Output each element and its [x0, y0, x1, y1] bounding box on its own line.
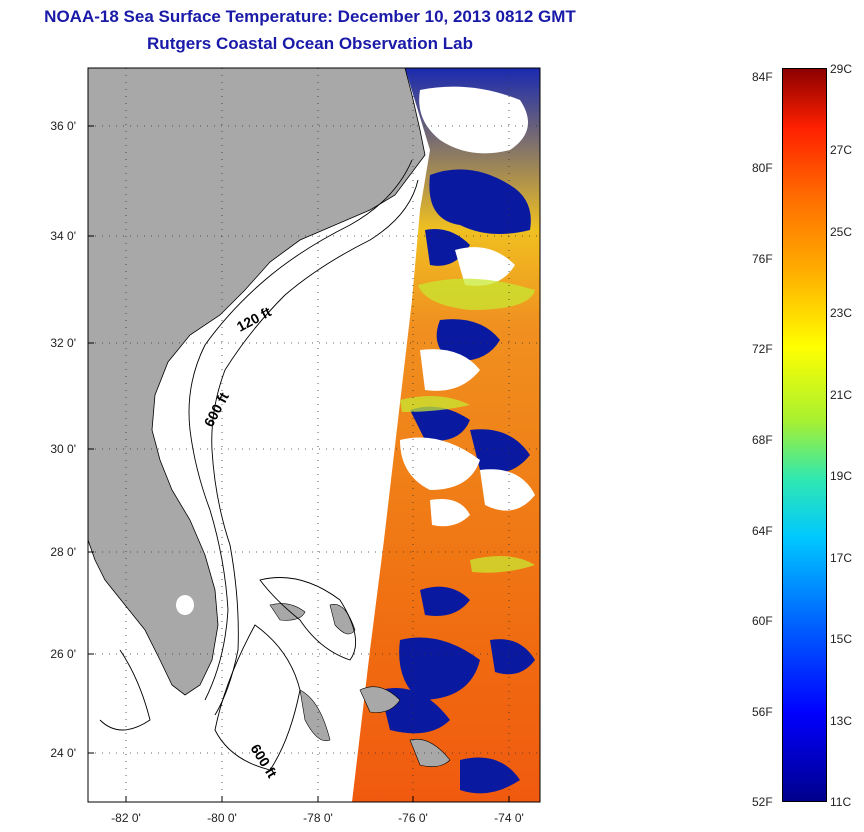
- x-tick-label: -76 0': [398, 811, 428, 825]
- y-tick-label: 30 0': [50, 442, 76, 456]
- colorbar-f-label: 76F: [752, 252, 773, 266]
- colorbar-c-label: 19C: [830, 469, 853, 483]
- colorbar-f-label: 84F: [752, 70, 773, 84]
- cold-water-patches: [380, 169, 535, 794]
- colorbar-f-label: 60F: [752, 614, 773, 628]
- colorbar-f-label: 80F: [752, 161, 773, 175]
- x-tick-label: -82 0': [111, 811, 141, 825]
- cloud-patches: [400, 86, 535, 527]
- map-ticks: [88, 125, 510, 802]
- colorbar-c-label: 21C: [830, 388, 853, 402]
- depth-contours: [99, 159, 419, 771]
- map-subtitle: Rutgers Coastal Ocean Observation Lab: [147, 34, 473, 53]
- colorbar-f-label: 52F: [752, 795, 773, 809]
- map-border: [87, 67, 541, 803]
- x-tick-label: -80 0': [207, 811, 237, 825]
- temperature-colorbar: [782, 68, 827, 802]
- colorbar-f-label: 64F: [752, 524, 773, 538]
- land-mainland: [88, 68, 426, 696]
- y-tick-label: 26 0': [50, 647, 76, 661]
- colorbar-c-label: 17C: [830, 551, 853, 565]
- y-tick-label: 32 0': [50, 336, 76, 350]
- colorbar-f-label: 72F: [752, 342, 773, 356]
- y-tick-label: 24 0': [50, 746, 76, 760]
- mid-temperature-bands: [400, 278, 535, 573]
- colorbar-c-label: 13C: [830, 714, 853, 728]
- lake-okeechobee: [176, 595, 194, 615]
- map-title: NOAA-18 Sea Surface Temperature: Decembe…: [44, 7, 576, 26]
- y-tick-label: 36 0': [50, 119, 76, 133]
- colorbar-c-label: 27C: [830, 143, 853, 157]
- bahamas-islands: [269, 603, 451, 767]
- y-tick-label: 34 0': [50, 229, 76, 243]
- colorbar-c-label: 29C: [830, 62, 853, 76]
- x-tick-label: -74 0': [494, 811, 524, 825]
- y-tick-label: 28 0': [50, 545, 76, 559]
- colorbar-c-label: 25C: [830, 225, 853, 239]
- x-tick-label: -78 0': [303, 811, 333, 825]
- colorbar-c-label: 15C: [830, 632, 853, 646]
- colorbar-f-label: 56F: [752, 705, 773, 719]
- colorbar-c-label: 23C: [830, 306, 853, 320]
- colorbar-c-label: 11C: [830, 795, 852, 809]
- colorbar-f-label: 68F: [752, 433, 773, 447]
